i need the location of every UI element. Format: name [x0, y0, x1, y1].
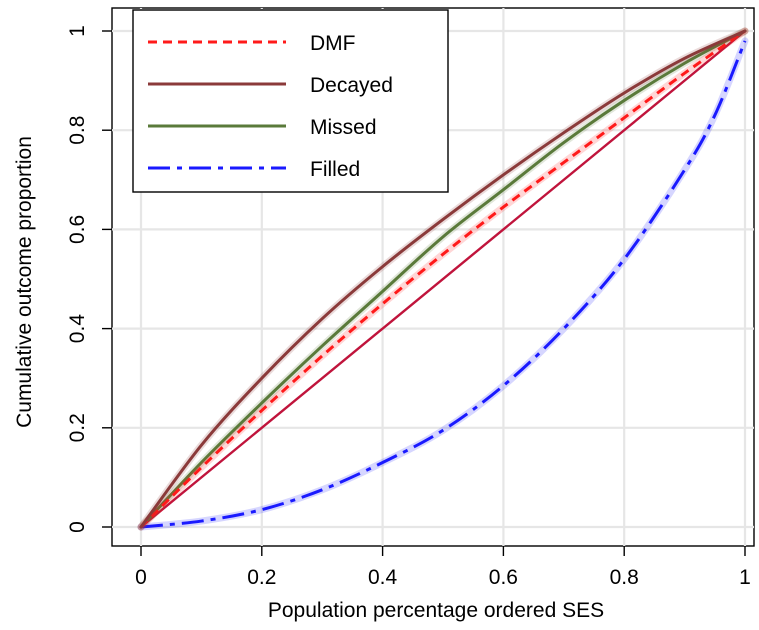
y-tick-label: 0.4 — [66, 314, 89, 344]
legend-label-filled: Filled — [310, 158, 360, 181]
x-tick-label: 0.8 — [610, 566, 639, 589]
legend-box — [132, 9, 449, 193]
y-axis-ticks: 0 0.2 0.4 0.6 0.8 1 — [66, 25, 112, 533]
x-axis-title: Population percentage ordered SES — [268, 599, 604, 622]
x-tick-label: 0.6 — [489, 566, 518, 589]
y-tick-label: 0.2 — [66, 413, 89, 442]
legend-label-dmf: DMF — [310, 32, 356, 55]
legend-items: DMF Decayed Missed Filled — [148, 32, 393, 181]
y-tick-label: 1 — [66, 25, 89, 37]
legend-label-decayed: Decayed — [310, 74, 393, 97]
y-axis-title: Cumulative outcome proportion — [13, 136, 36, 428]
legend-label-missed: Missed — [310, 116, 377, 139]
x-tick-label: 1 — [739, 566, 751, 589]
y-tick-label: 0 — [66, 521, 89, 533]
x-tick-label: 0.2 — [247, 566, 276, 589]
series-line-missed — [139, 29, 747, 529]
y-tick-label: 0.6 — [66, 215, 89, 244]
series-layer — [137, 27, 749, 531]
equality-line-layer — [140, 30, 746, 528]
series-line-filled — [140, 40, 747, 529]
x-tick-label: 0 — [135, 566, 147, 589]
y-tick-label: 0.8 — [66, 116, 89, 145]
series-line-decayed — [139, 29, 747, 529]
x-tick-label: 0.4 — [368, 566, 398, 589]
x-axis-ticks: 0 0.2 0.4 0.6 0.8 1 — [135, 546, 751, 589]
equality-line — [140, 30, 746, 528]
series-line-dmf — [139, 29, 746, 529]
legend: DMF Decayed Missed Filled — [132, 9, 449, 193]
